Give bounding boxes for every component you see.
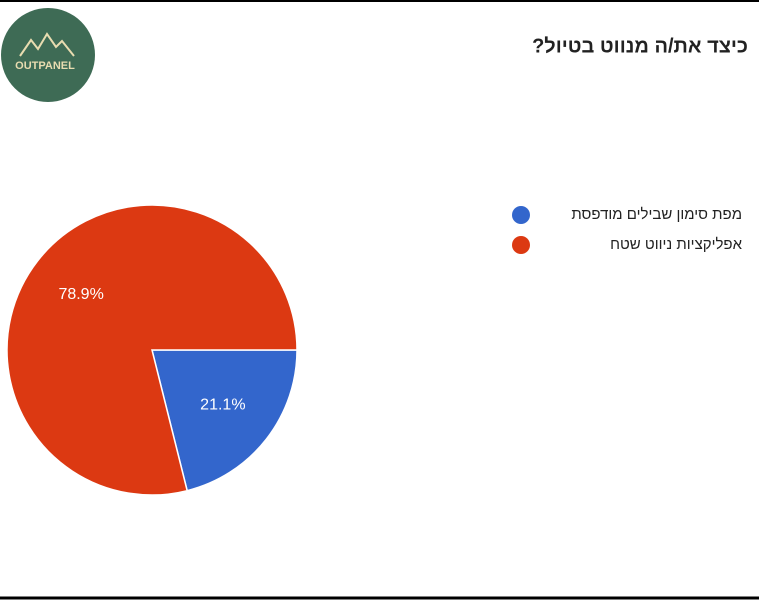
legend-marker [512,236,530,254]
chart-title: כיצד את/ה מנווט בטיול? [532,35,748,57]
pie-slice [151,349,298,492]
data-label: 78.9% [58,286,103,303]
logo: OUTPANEL [1,8,95,102]
pie-slice [6,204,298,496]
legend-label: מפת סימון שבילים מודפסת [571,206,742,223]
data-label: 21.1% [200,397,245,414]
legend-label: אפליקציות ניווט שטח [610,236,742,253]
logo-circle [1,8,95,102]
legend-marker [512,206,530,224]
logo-text: OUTPANEL [15,60,75,72]
logo-mountains [19,32,75,57]
